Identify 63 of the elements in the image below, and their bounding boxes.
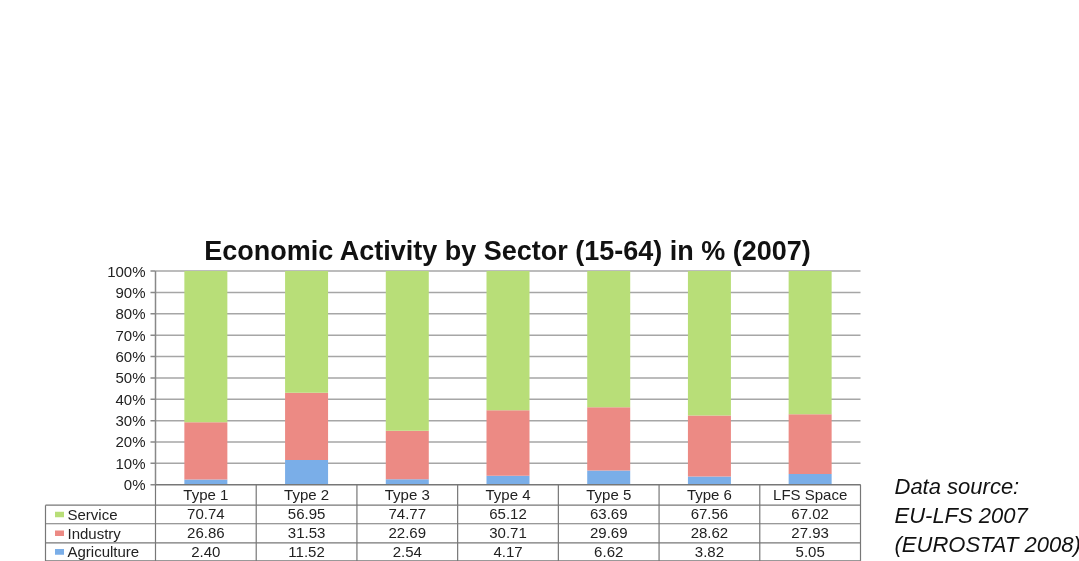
- data-label: 26.86: [187, 524, 225, 542]
- data-label: 5.05: [795, 542, 825, 560]
- data-label: 4.17: [493, 542, 523, 560]
- data-label: 74.77: [388, 505, 427, 523]
- bar: [385, 479, 429, 485]
- y-tick-label: 40%: [115, 390, 146, 408]
- bar: [788, 414, 832, 474]
- data-label: 67.02: [791, 505, 829, 523]
- data-label: 2.54: [392, 542, 422, 560]
- bar: [285, 271, 329, 393]
- data-label: 30.71: [489, 524, 527, 542]
- bar: [788, 271, 832, 415]
- y-tick-label: 0%: [123, 476, 146, 494]
- bar: [285, 392, 329, 461]
- data-label: 67.56: [690, 505, 729, 523]
- y-tick-label: 80%: [115, 305, 146, 323]
- chart-title: Economic Activity by Sector (15-64) in % (2007): [204, 236, 811, 267]
- data-label: 11.52: [288, 542, 325, 560]
- x-tick-label: LFS Space: [773, 486, 848, 504]
- data-label: 6.62: [594, 542, 624, 560]
- x-tick-label: Type 3: [384, 486, 430, 504]
- bar: [385, 271, 429, 431]
- bar: [788, 473, 832, 485]
- bar: [385, 430, 429, 480]
- x-tick-label: Type 4: [485, 486, 531, 504]
- x-tick-label: Type 5: [586, 486, 632, 504]
- legend-label: Agriculture: [67, 543, 140, 561]
- data-label: 27.93: [791, 524, 829, 542]
- bar: [687, 271, 731, 416]
- bar: [587, 271, 631, 408]
- bar: [285, 460, 329, 485]
- legend-label: Service: [67, 505, 118, 523]
- y-tick-label: 30%: [115, 412, 146, 430]
- bar: [184, 271, 228, 423]
- data-label: 70.74: [187, 505, 225, 523]
- bar: [587, 407, 631, 471]
- data-label: 65.12: [489, 505, 527, 523]
- bar: [587, 470, 631, 485]
- x-tick-label: Type 2: [284, 486, 330, 504]
- legend-label: Industry: [67, 524, 122, 542]
- y-tick-label: 90%: [115, 283, 146, 301]
- bar: [184, 422, 228, 480]
- data-label: 2.40: [191, 542, 221, 560]
- data-label: 22.69: [388, 524, 427, 542]
- bar: [486, 475, 530, 485]
- source-note: Data source: EU-LFS 2007 (EUROSTAT 2008): [894, 474, 1079, 557]
- y-tick-label: 70%: [115, 326, 146, 344]
- data-label: 56.95: [287, 505, 326, 523]
- data-label: 29.69: [589, 524, 628, 542]
- y-tick-label: 60%: [115, 348, 146, 366]
- y-tick-label: 20%: [115, 433, 146, 451]
- y-tick-label: 100%: [107, 262, 146, 280]
- y-tick-label: 10%: [115, 454, 146, 472]
- data-label: 3.82: [694, 542, 725, 560]
- bar: [486, 410, 530, 476]
- x-tick-label: Type 1: [183, 486, 229, 504]
- data-label: 63.69: [589, 505, 628, 523]
- data-label: 28.62: [690, 524, 729, 542]
- x-tick-label: Type 6: [686, 486, 732, 504]
- y-tick-label: 50%: [115, 369, 146, 387]
- bar: [687, 415, 731, 477]
- data-label: 31.53: [287, 524, 326, 542]
- bar: [486, 271, 530, 411]
